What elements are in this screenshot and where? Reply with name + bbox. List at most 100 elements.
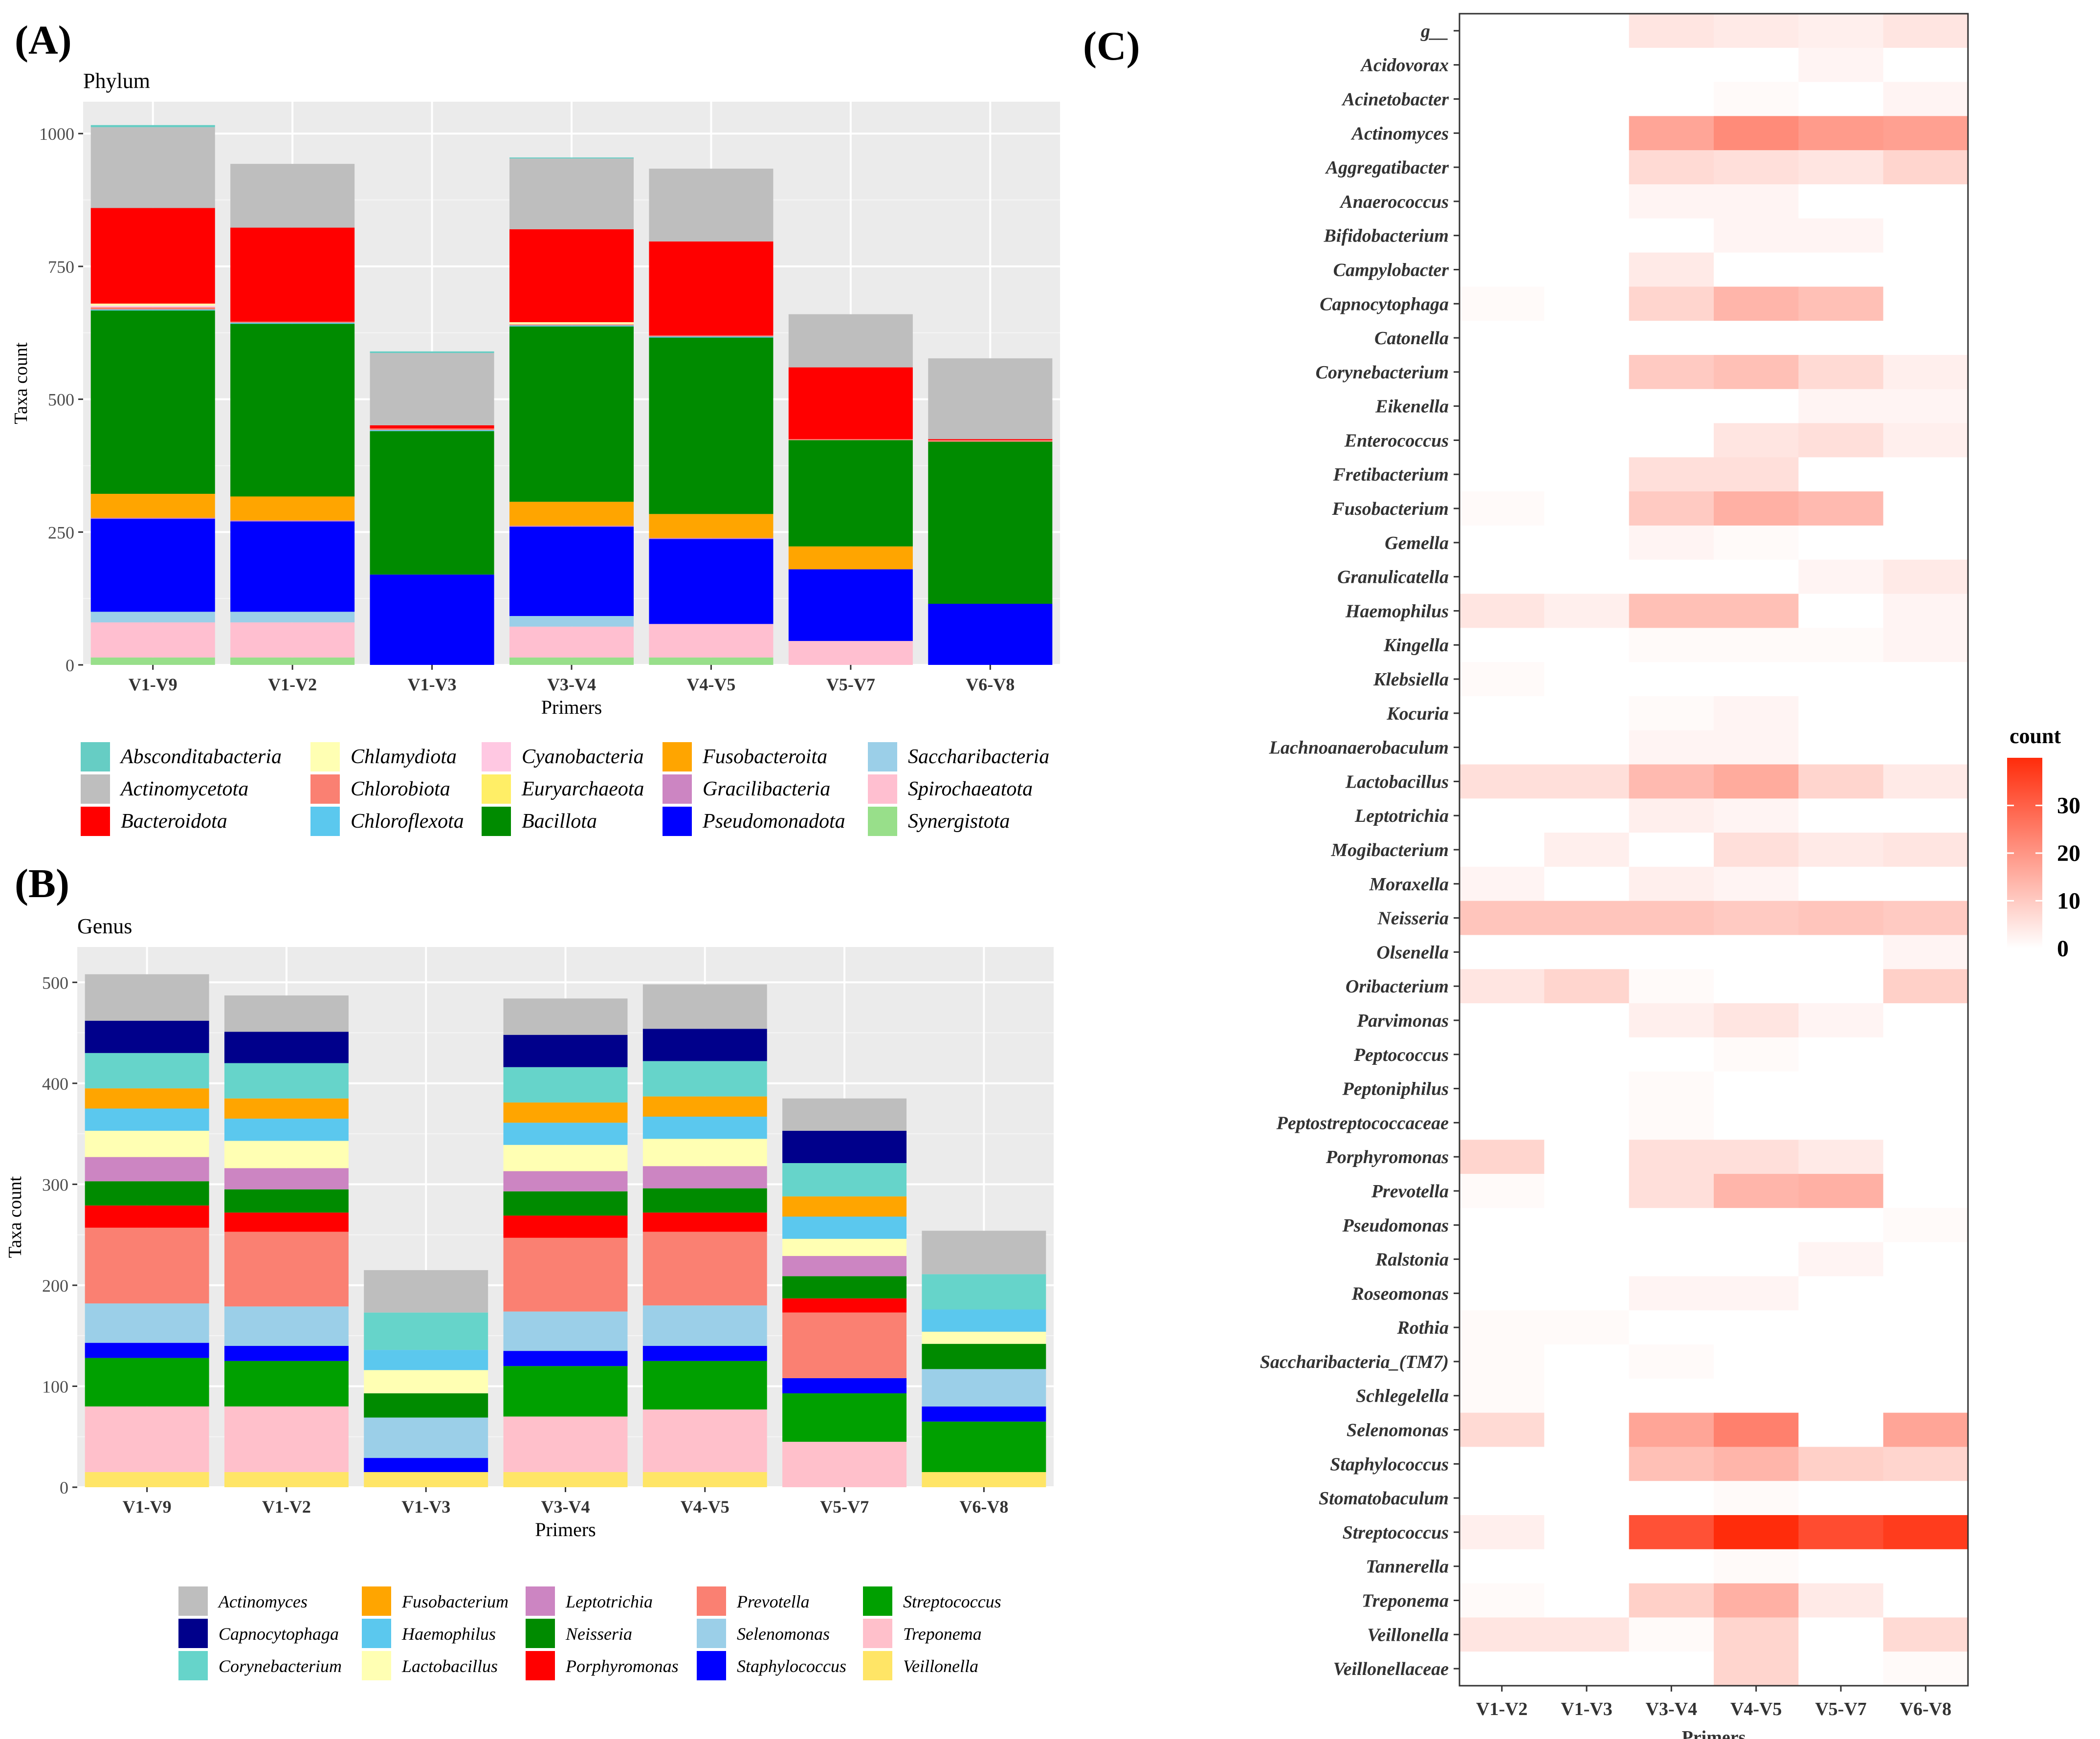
heatmap-cell-roseomonas-v5-v7 [1798, 1276, 1884, 1311]
y-tick-label: Acidovorax [1360, 55, 1449, 76]
bar-neisseria-v1-v2 [224, 1189, 349, 1213]
heatmap-cell-treponema-v4-v5 [1714, 1583, 1799, 1618]
heatmap-cell-neisseria-v6-v8 [1883, 901, 1968, 935]
x-tick-label: V5-V7 [1815, 1699, 1867, 1719]
y-tick-label: Enterococcus [1344, 430, 1449, 451]
x-tick-label: V6-V8 [966, 675, 1015, 694]
genus-stacked-bar-chart: 0 100 200 300 400 500 V1-V9 V1-V2 V1-V3 V3-V4 V4-V… [5, 914, 1054, 1680]
heatmap-cell-actinomyces-v5-v7 [1798, 116, 1884, 151]
legend-item-gracilibacteria: Gracilibacteria [663, 774, 830, 804]
bar-veillonella-v1-v2 [224, 1472, 349, 1487]
heatmap-cell-leptotrichia-v1-v3 [1544, 798, 1630, 833]
heatmap-cell-haemophilus-v5-v7 [1798, 594, 1884, 628]
legend-label: Neisseria [565, 1624, 632, 1644]
bar-staphylococcus-v3-v4 [503, 1351, 628, 1366]
bar-actinomycetota-v5-v7 [788, 314, 913, 368]
x-tick-label: V3-V4 [541, 1497, 590, 1517]
heatmap-cell-peptoniphilus-v5-v7 [1798, 1071, 1884, 1106]
y-tick-label: Kingella [1383, 635, 1449, 656]
heatmap-cell-klebsiella-v6-v8 [1883, 662, 1968, 697]
y-tick-label: Tannerella [1366, 1557, 1449, 1577]
heatmap-cell-aggregatibacter-v3-v4 [1629, 150, 1714, 185]
y-tick-label: 250 [48, 523, 74, 542]
legend-swatch [310, 807, 340, 836]
bar-actinomyces-v1-v9 [85, 974, 209, 1021]
heatmap-cell-oribacterium-v4-v5 [1714, 969, 1799, 1004]
y-tick-label: 0 [66, 656, 74, 675]
y-tick-label: Neisseria [1377, 908, 1449, 929]
heatmap-cell-saccharibacteria-tm7-v5-v7 [1798, 1344, 1884, 1379]
x-tick-label: V3-V4 [1646, 1699, 1698, 1719]
bar-chloroflexota-v1-v3 [370, 430, 494, 431]
x-tick-label: V1-V3 [401, 1497, 450, 1517]
heatmap-cell-kingella-v5-v7 [1798, 628, 1884, 662]
legend-label: Bacillota [522, 810, 597, 833]
heatmap-cell-campylobacter-v3-v4 [1629, 252, 1714, 287]
heatmap-cell-peptostreptococcaceae-v1-v2 [1459, 1105, 1545, 1140]
bar-actinomyces-v4-v5 [642, 984, 767, 1029]
heatmap-cell-fusobacterium-v5-v7 [1798, 491, 1884, 526]
bar-chlorobiota-v4-v5 [649, 335, 774, 337]
heatmap-cell-peptostreptococcaceae-v4-v5 [1714, 1105, 1799, 1140]
heatmap-cell-aggregatibacter-v1-v2 [1459, 150, 1545, 185]
y-tick-label: Saccharibacteria_(TM7) [1260, 1352, 1449, 1372]
y-tick-label: Stomatobaculum [1319, 1488, 1449, 1509]
heatmap-cell-capnocytophaga-v4-v5 [1714, 286, 1799, 321]
bar-neisseria-v1-v3 [364, 1393, 488, 1418]
bar-pseudomonadota-v1-v3 [370, 574, 494, 665]
heatmap-cell-roseomonas-v1-v3 [1544, 1276, 1630, 1311]
bar-actinomycetota-v1-v2 [230, 164, 355, 228]
y-tick-label: Olsenella [1376, 942, 1449, 963]
heatmap-cell-actinomyces-v1-v2 [1459, 116, 1545, 151]
heatmap-cell-porphyromonas-v1-v3 [1544, 1140, 1630, 1174]
heatmap-cell-kingella-v6-v8 [1883, 628, 1968, 662]
heatmap-cell-enterococcus-v1-v3 [1544, 423, 1630, 458]
heatmap-cell-actinomyces-v4-v5 [1714, 116, 1799, 151]
heatmap-cell-porphyromonas-v1-v2 [1459, 1140, 1545, 1174]
colorbar-tick-label: 0 [2057, 936, 2069, 962]
legend-item-streptococcus: Streptococcus [863, 1586, 1001, 1616]
heatmap-cell-granulicatella-v3-v4 [1629, 559, 1714, 594]
bar-treponema-v1-v9 [85, 1406, 209, 1473]
heatmap-cell-peptococcus-v5-v7 [1798, 1037, 1884, 1072]
y-tick-label: Peptoniphilus [1342, 1079, 1449, 1100]
legend-swatch [178, 1619, 208, 1648]
bar-porphyromonas-v3-v4 [503, 1215, 628, 1238]
heatmap-cell-lachnoanaerobaculum-v6-v8 [1883, 730, 1968, 765]
bar-capnocytophaga-v5-v7 [782, 1130, 907, 1163]
y-tick-label: 750 [48, 257, 74, 277]
legend-swatch [697, 1586, 726, 1616]
heatmap-cell-fretibacterium-v6-v8 [1883, 457, 1968, 492]
heatmap-cell-stomatobaculum-v6-v8 [1883, 1481, 1968, 1516]
x-tick-label: V1-V2 [262, 1497, 311, 1517]
heatmap-cell-corynebacterium-v1-v2 [1459, 354, 1545, 390]
heatmap-cell-olsenella-v1-v2 [1459, 935, 1545, 969]
heatmap-cell-treponema-v1-v3 [1544, 1583, 1630, 1618]
bar-leptotrichia-v1-v2 [224, 1168, 349, 1189]
bar-pseudomonadota-v3-v4 [509, 527, 634, 616]
heatmap-cell-actinomyces-v3-v4 [1629, 116, 1714, 151]
y-tick-label: Treponema [1362, 1591, 1449, 1611]
heatmap-cell-porphyromonas-v6-v8 [1883, 1140, 1968, 1174]
heatmap-cell-schlegelella-v1-v2 [1459, 1378, 1545, 1413]
heatmap-cell-anaerococcus-v4-v5 [1714, 184, 1799, 219]
heatmap-cell-tannerella-v4-v5 [1714, 1549, 1799, 1584]
heatmap-cell-neisseria-v1-v3 [1544, 901, 1630, 935]
legend-item-saccharibacteria: Saccharibacteria [868, 742, 1049, 771]
heatmap-cell-corynebacterium-v3-v4 [1629, 354, 1714, 390]
chart-title: Genus [77, 914, 132, 938]
heatmap-cell-pseudomonas-v3-v4 [1629, 1208, 1714, 1243]
heatmap-cell-kocuria-v1-v2 [1459, 696, 1545, 731]
heatmap-cell-lactobacillus-v5-v7 [1798, 764, 1884, 799]
heatmap-cell-veillonellaceae-v4-v5 [1714, 1651, 1799, 1686]
x-tick-label: V1-V2 [268, 675, 317, 694]
y-tick-label: 400 [42, 1074, 68, 1094]
heatmap-cell-klebsiella-v1-v2 [1459, 662, 1545, 697]
legend-item-fusobacteroita: Fusobacteroita [663, 742, 827, 771]
heatmap-cell-actinomyces-v1-v3 [1544, 116, 1630, 151]
y-tick-label: Peptostreptococcaceae [1276, 1113, 1449, 1133]
heatmap-cell-bifidobacterium-v1-v2 [1459, 218, 1545, 253]
heatmap-cell-neisseria-v3-v4 [1629, 901, 1714, 935]
heatmap-cell-peptoniphilus-v3-v4 [1629, 1071, 1714, 1106]
bar-selenomonas-v1-v2 [224, 1306, 349, 1346]
